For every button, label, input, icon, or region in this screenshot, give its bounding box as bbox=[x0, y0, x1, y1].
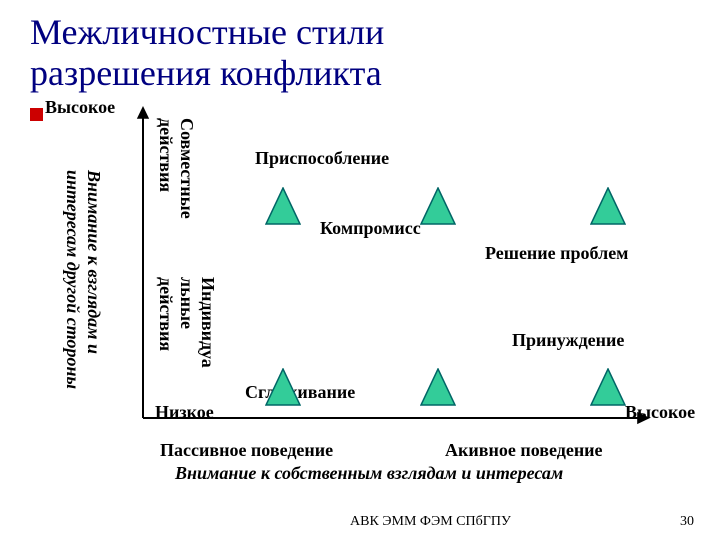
x-left-label: Пассивное поведение bbox=[160, 440, 333, 461]
y-axis-title: Внимание к взглядам иинтересам другой ст… bbox=[62, 170, 104, 389]
triangle-marker bbox=[265, 187, 301, 230]
footer-text: АВК ЭММ ФЭМ СПбГПУ bbox=[350, 514, 511, 530]
triangle-marker bbox=[590, 368, 626, 411]
x-axis-title: Внимание к собственным взглядам и интере… bbox=[175, 463, 563, 484]
triangle-marker bbox=[420, 187, 456, 230]
slide-number: 30 bbox=[680, 514, 694, 530]
x-axis-low-label: Низкое bbox=[155, 402, 214, 423]
style-kompromiss: Компромисс bbox=[320, 218, 421, 239]
x-right-label: Акивное поведение bbox=[445, 440, 603, 461]
triangle-marker bbox=[420, 368, 456, 411]
style-prisposoblenie: Приспособление bbox=[255, 148, 389, 169]
triangle-marker bbox=[265, 368, 301, 411]
axes-svg bbox=[0, 0, 720, 540]
y-axis-high-label: Высокое bbox=[45, 97, 115, 118]
style-reshenie: Решение проблем bbox=[485, 243, 628, 264]
y-upper-label: Совместныедействия bbox=[155, 118, 197, 219]
style-prinuzhdenie: Принуждение bbox=[512, 330, 624, 351]
triangle-marker bbox=[590, 187, 626, 230]
x-axis-high-label: Высокое bbox=[625, 402, 695, 423]
y-lower-label: Индивидуальныедействия bbox=[155, 277, 218, 368]
